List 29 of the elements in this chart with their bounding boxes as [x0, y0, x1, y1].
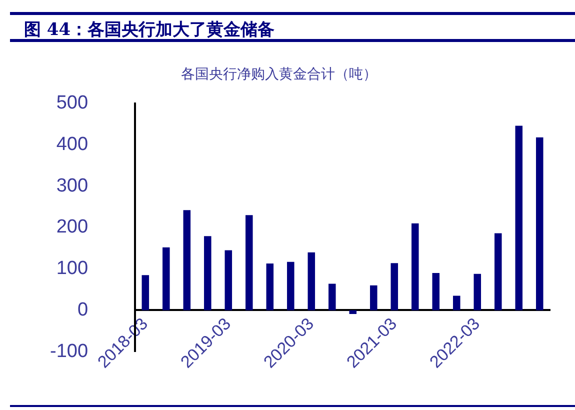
bar: [287, 262, 294, 310]
y-tick-label: 0: [77, 299, 88, 320]
bar: [474, 274, 482, 310]
bar: [328, 284, 336, 310]
bar: [224, 250, 232, 310]
chart-subtitle: 各国央行净购入黄金合计（吨）: [181, 66, 377, 83]
chart-title: 图 44：各国央行加大了黄金储备: [10, 12, 575, 42]
y-tick-label: 100: [56, 258, 88, 280]
bar: [308, 252, 316, 310]
bar: [204, 236, 212, 310]
bar: [266, 263, 274, 310]
bar: [142, 275, 150, 310]
y-tick-label: 500: [56, 92, 88, 114]
bar: [432, 273, 440, 310]
bar: [246, 215, 253, 310]
bar: [390, 263, 398, 310]
bar: [453, 296, 460, 310]
y-tick-label: 400: [56, 134, 88, 155]
bar: [412, 223, 419, 310]
bar: [162, 247, 170, 310]
y-tick-label: -100: [50, 340, 88, 362]
bar: [515, 126, 523, 310]
bar: [370, 285, 378, 310]
bar: [536, 137, 544, 310]
bar: [183, 210, 191, 310]
y-tick-label: 300: [56, 175, 88, 196]
bar: [494, 233, 502, 310]
bar: [349, 310, 357, 314]
y-tick-label: 200: [56, 216, 88, 238]
